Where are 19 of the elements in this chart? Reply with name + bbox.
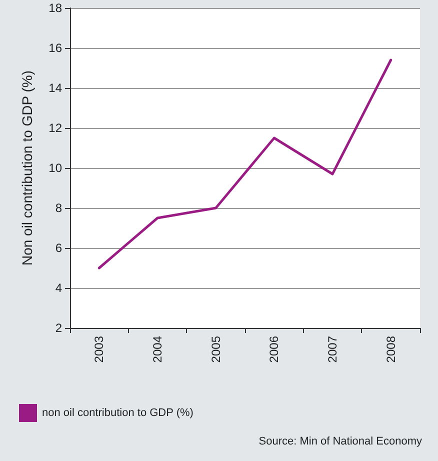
y-tick-label: 2 [55,321,62,335]
y-tick-label: 6 [55,241,62,255]
y-tick-label: 4 [55,281,62,295]
x-tick-label: 2007 [326,336,340,363]
y-tick-label: 8 [55,201,62,215]
y-tick-label: 10 [48,161,62,175]
x-tick-label: 2004 [150,336,164,363]
y-tick-label: 14 [48,81,62,95]
x-tick-label: 2008 [384,336,398,363]
x-tick-label: 2003 [92,336,106,363]
y-tick-label: 12 [48,121,62,135]
x-tick-label: 2006 [267,336,282,363]
line-series [98,58,392,270]
legend-label: non oil contribution to GDP (%) [42,407,194,419]
y-tick-label: 16 [48,41,62,55]
y-tick-label: 18 [48,1,62,15]
y-axis-title: Non oil contribution to GDP (%) [19,70,35,266]
source-note: Source: Min of National Economy [258,436,422,448]
x-tick-label: 2005 [208,336,223,363]
